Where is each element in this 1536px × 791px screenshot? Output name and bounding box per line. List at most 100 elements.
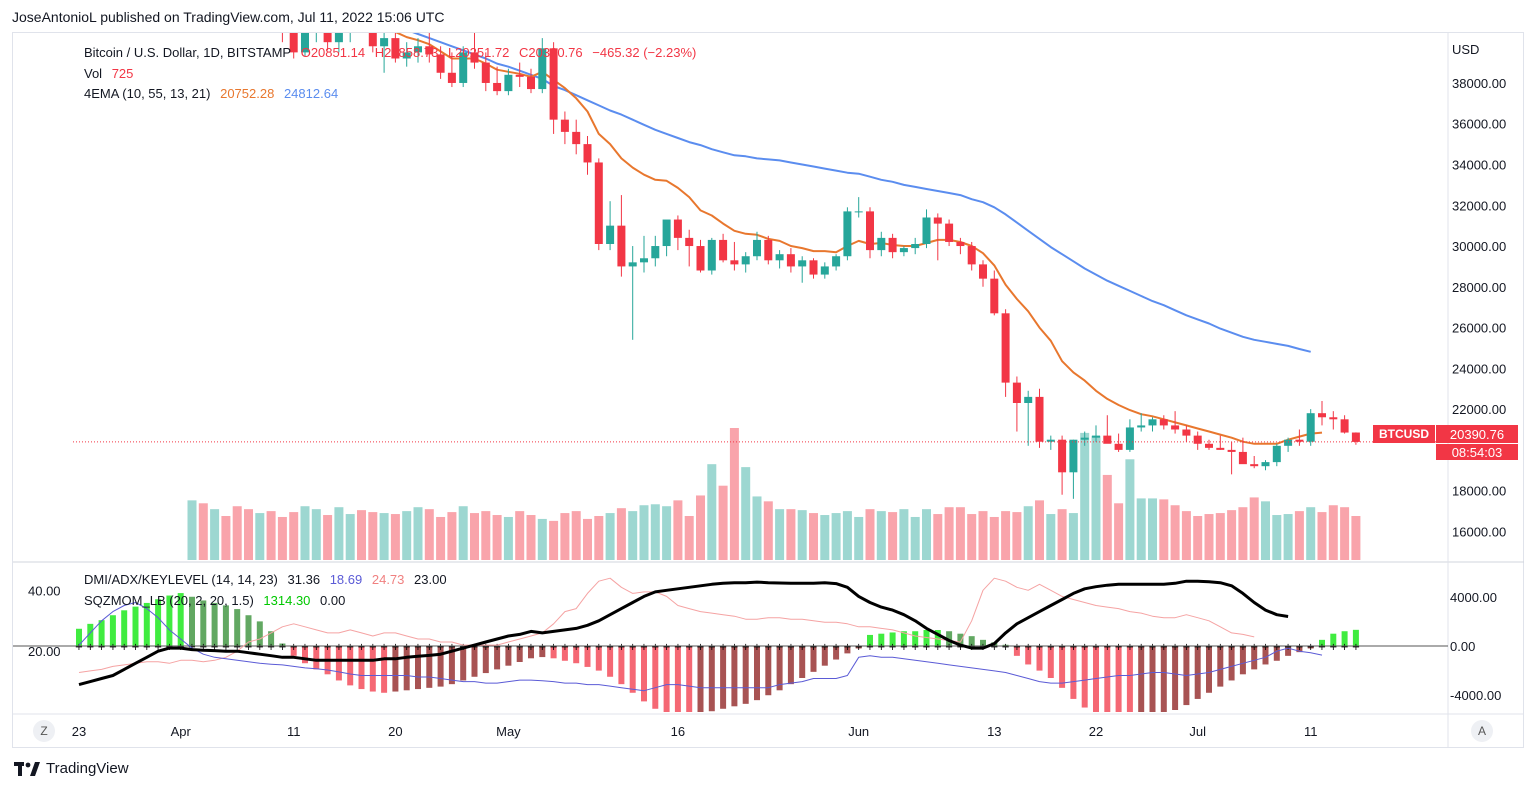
squeeze-cross-marker: +: [504, 642, 512, 653]
price-tick-label: 28000.00: [1452, 280, 1506, 295]
vol-value: 725: [111, 66, 134, 81]
volume-bar: [594, 516, 604, 560]
time-tick-label: 23: [72, 724, 86, 739]
candle-body: [1227, 449, 1236, 452]
squeeze-bar: [1036, 646, 1043, 671]
volume-bar: [888, 512, 898, 560]
squeeze-bar: [1352, 629, 1359, 646]
squeeze-cross-marker: +: [934, 642, 942, 653]
squeeze-cross-marker: +: [482, 642, 490, 653]
symbol-tag: BTCUSD: [1373, 425, 1435, 443]
volume-bar: [1091, 435, 1101, 560]
candle-body: [707, 239, 716, 271]
volume-bar: [470, 513, 479, 560]
volume-bar: [1317, 512, 1327, 560]
squeeze-cross-marker: +: [617, 642, 625, 653]
volume-bar: [1035, 500, 1044, 560]
volume-bar: [1159, 499, 1169, 560]
squeeze-bar: [652, 646, 659, 709]
squeeze-cross-marker: +: [843, 642, 851, 653]
volume-bar: [820, 515, 830, 560]
squeeze-bar: [731, 646, 738, 707]
squeeze-cross-marker: +: [606, 642, 614, 653]
candle-body: [945, 223, 954, 242]
squeeze-cross-marker: +: [86, 642, 94, 653]
candle-body: [854, 211, 863, 213]
squeeze-bar: [528, 646, 534, 659]
squeeze-bar: [708, 646, 715, 712]
squeeze-bar: [1059, 646, 1066, 688]
squeeze-bar: [448, 646, 455, 685]
squeeze-cross-marker: +: [809, 642, 817, 653]
volume-bar: [187, 500, 197, 560]
volume-bar: [967, 514, 977, 560]
price-tick-label: 26000.00: [1452, 321, 1506, 336]
squeeze-bar: [245, 615, 252, 646]
squeeze-cross-marker: +: [583, 642, 591, 653]
candle-body: [75, 0, 83, 1]
ema-label: 4EMA (10, 55, 13, 21): [84, 86, 211, 101]
volume-bar: [289, 512, 299, 560]
ema-lines: [395, 33, 1323, 445]
candle-body: [1012, 382, 1021, 403]
candle-body: [1238, 451, 1247, 465]
squeeze-bar: [742, 646, 749, 704]
volume-bar: [526, 515, 536, 560]
squeeze-cross-marker: +: [1295, 642, 1303, 653]
squeeze-bar: [516, 646, 523, 662]
time-tick-label: 11: [287, 724, 301, 739]
squeeze-cross-marker: +: [256, 642, 264, 653]
candle-body: [786, 254, 795, 267]
squeeze-tick-label: 0.00: [1450, 639, 1475, 654]
time-tick-label: Jul: [1189, 724, 1206, 739]
chart-frame[interactable]: [12, 32, 1524, 748]
squeeze-cross-marker: +: [267, 642, 275, 653]
volume-bar: [786, 509, 796, 560]
time-tick-label: 16: [671, 724, 685, 739]
squeeze-bar: [222, 605, 229, 646]
volume-bar: [865, 509, 875, 560]
squeeze-cross-marker: +: [391, 642, 399, 653]
squeeze-bar: [1160, 646, 1167, 712]
candle-body: [1024, 396, 1033, 403]
candle-body: [1114, 443, 1123, 450]
candle-body: [493, 82, 502, 92]
squeeze-bar: [132, 606, 139, 646]
volume-bar: [752, 496, 762, 560]
publisher-line: JoseAntonioL published on TradingView.co…: [12, 9, 445, 25]
squeeze-bar: [437, 646, 444, 687]
footer-logo: TradingView: [14, 760, 129, 777]
volume-bar: [357, 510, 366, 560]
candle-body: [764, 239, 773, 261]
squeeze-cross-marker: +: [674, 642, 682, 653]
candle-body: [289, 33, 298, 53]
legend-high: H20858.73: [374, 45, 439, 60]
squeeze-cross-marker: +: [662, 642, 670, 653]
squeeze-bar: [392, 646, 399, 692]
volume-bar: [1306, 507, 1316, 560]
squeeze-cross-marker: +: [1261, 642, 1269, 653]
squeeze-cross-marker: +: [595, 642, 603, 653]
ema-slow-line: [412, 33, 1311, 353]
squeeze-bar: [1251, 646, 1258, 670]
candle-body: [1092, 435, 1100, 438]
candle-body: [866, 211, 874, 251]
grid: [13, 33, 1524, 747]
squeeze-bar: [1262, 646, 1269, 665]
candles: [75, 0, 1360, 499]
candle-body: [685, 237, 694, 247]
candle-body: [1035, 396, 1044, 442]
zoom-toggle-button[interactable]: Z: [33, 720, 55, 742]
volume-bar: [729, 428, 739, 560]
volume-bar: [345, 514, 355, 560]
candle-body: [696, 246, 705, 271]
legend-low: L20251.72: [447, 45, 510, 60]
time-tick-label: Apr: [171, 724, 192, 739]
squeeze-bar: [460, 646, 467, 681]
squeeze-cross-marker: +: [742, 642, 750, 653]
volume-bar: [741, 467, 751, 560]
candle-body: [809, 260, 818, 275]
auto-scale-button[interactable]: A: [1471, 720, 1493, 742]
squeeze-bar: [98, 620, 105, 646]
